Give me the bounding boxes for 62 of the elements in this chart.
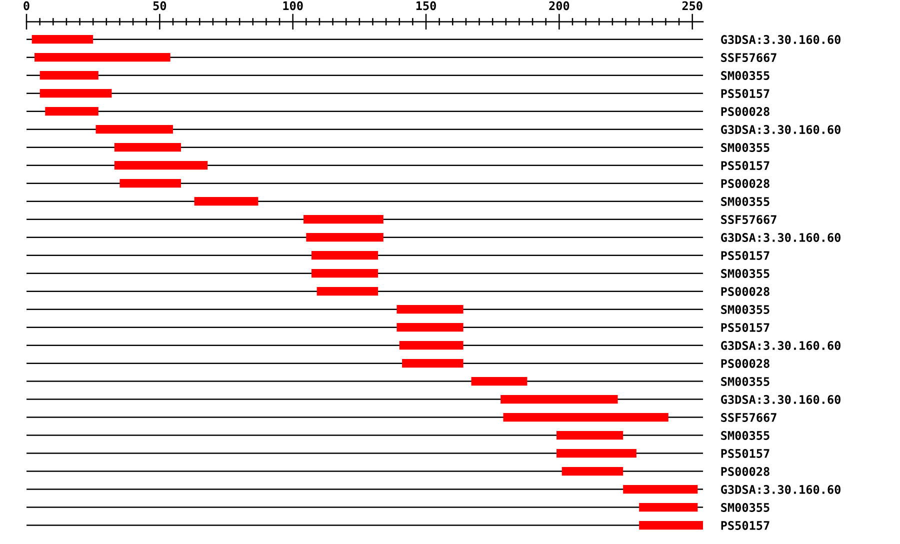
- bar: [556, 430, 624, 440]
- y-tick-label: PS50157: [721, 449, 770, 458]
- y-tick-label: SSF57667: [721, 215, 776, 224]
- y-tick-label: PS00028: [721, 287, 770, 296]
- bar: [194, 197, 258, 206]
- y-tick-label: PS50157: [721, 521, 770, 530]
- bar: [32, 35, 94, 44]
- y-tick-label: SM00355: [721, 71, 770, 80]
- y-tick-label: SM00355: [721, 143, 770, 152]
- y-tick-label: PS50157: [721, 251, 770, 260]
- bar: [471, 376, 528, 386]
- y-tick-label: PS50157: [721, 89, 770, 98]
- y-tick-label: SM00355: [721, 377, 770, 386]
- y-tick-label: G3DSA:3.30.160.60: [721, 233, 840, 242]
- bar: [399, 340, 464, 350]
- bar: [45, 107, 98, 116]
- bar: [639, 502, 698, 512]
- y-tick-label: SSF57667: [721, 413, 776, 422]
- bar: [639, 520, 703, 530]
- bar: [562, 466, 624, 476]
- y-tick-label: SM00355: [721, 197, 770, 206]
- bar: [311, 269, 378, 278]
- bar: [303, 215, 384, 224]
- y-tick-label: SM00355: [721, 269, 770, 278]
- bar: [556, 448, 636, 458]
- bar: [503, 412, 668, 422]
- y-tick-label: PS00028: [721, 179, 770, 188]
- y-tick-label: G3DSA:3.30.160.60: [721, 485, 840, 494]
- bar: [396, 322, 464, 332]
- y-tick-label: G3DSA:3.30.160.60: [721, 395, 840, 404]
- y-tick-label: SSF57667: [721, 53, 776, 62]
- x-tick-label: 200: [549, 1, 570, 10]
- x-tick-label: 50: [153, 1, 166, 10]
- y-tick-label: SM00355: [721, 431, 770, 440]
- bar: [120, 179, 181, 188]
- bar: [306, 233, 384, 242]
- bar: [96, 125, 173, 134]
- y-tick-label: G3DSA:3.30.160.60: [721, 125, 840, 134]
- bar: [34, 53, 170, 62]
- bar: [40, 71, 98, 80]
- bar: [311, 251, 378, 260]
- bar: [40, 89, 112, 98]
- bar: [316, 287, 378, 296]
- x-tick-label: 100: [283, 1, 303, 10]
- bar: [402, 358, 464, 368]
- y-tick-label: PS00028: [721, 107, 770, 116]
- bar: [500, 394, 618, 404]
- bar: [396, 305, 464, 314]
- bar: [114, 161, 208, 170]
- x-tick-label: 250: [682, 1, 702, 10]
- y-tick-label: G3DSA:3.30.160.60: [721, 341, 840, 350]
- y-tick-label: PS50157: [721, 161, 770, 170]
- y-tick-label: PS00028: [721, 359, 770, 368]
- y-tick-label: SM00355: [721, 305, 770, 314]
- y-tick-label: PS50157: [721, 323, 770, 332]
- x-tick-label: 150: [416, 1, 436, 10]
- bar: [114, 143, 181, 152]
- x-tick-label: 0: [24, 1, 30, 10]
- y-tick-label: PS00028: [721, 467, 770, 476]
- y-tick-label: G3DSA:3.30.160.60: [721, 35, 840, 44]
- bar: [623, 484, 698, 494]
- y-tick-label: SM00355: [721, 503, 770, 512]
